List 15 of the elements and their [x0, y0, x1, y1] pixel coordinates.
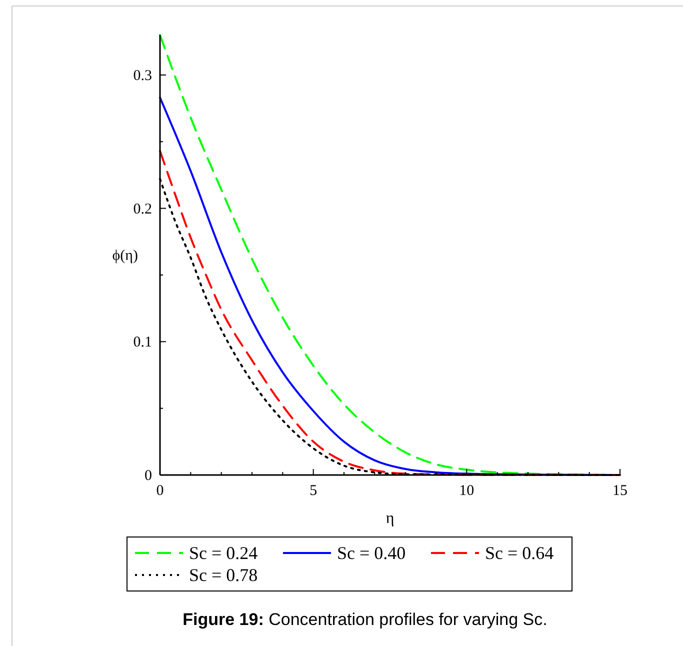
- y-tick-label: 0: [144, 468, 152, 484]
- x-axis-title: η: [386, 510, 394, 527]
- x-tick-label: 15: [612, 483, 628, 499]
- legend-label: Sc = 0.78: [189, 565, 258, 585]
- y-tick-label: 0.1: [133, 334, 152, 351]
- text: Figure 19: Concentration profiles for varying Sc.: [182, 610, 548, 629]
- x-tick-label: 5: [310, 483, 318, 499]
- x-tick-label: 0: [156, 483, 164, 499]
- y-tick-label: 0.3: [133, 68, 152, 84]
- y-axis-title: ϕ(η): [112, 248, 138, 264]
- legend-label: Sc = 0.40: [337, 543, 406, 563]
- legend-label: Sc = 0.24: [189, 543, 258, 563]
- x-tick-label: 10: [459, 483, 474, 499]
- legend-label: Sc = 0.64: [485, 543, 554, 563]
- y-tick-label: 0.2: [133, 201, 152, 218]
